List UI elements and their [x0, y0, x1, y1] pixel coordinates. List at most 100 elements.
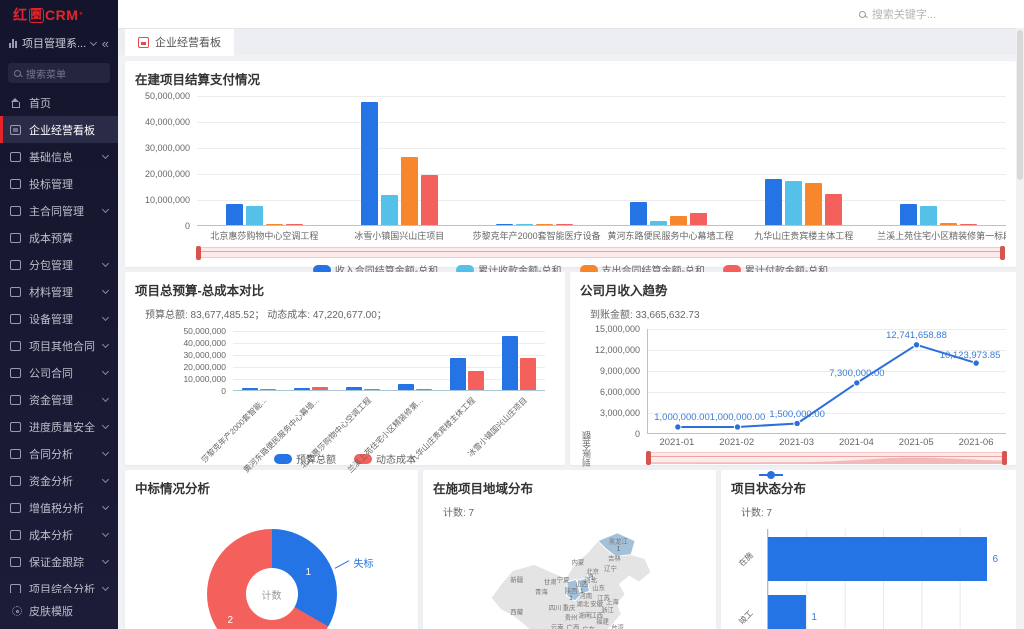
- bar[interactable]: [420, 175, 438, 225]
- bar[interactable]: [294, 387, 310, 390]
- bar[interactable]: [690, 212, 708, 225]
- bar[interactable]: [400, 156, 418, 225]
- sidebar-item-3[interactable]: 投标管理: [0, 170, 118, 197]
- sidebar-item-skin-template[interactable]: 皮肤模版: [0, 593, 118, 629]
- bar[interactable]: [630, 201, 648, 225]
- bar[interactable]: [940, 222, 958, 225]
- category-label: 兰溪上苑住宅小区精装修第一标段: [877, 231, 1006, 241]
- sidebar-search-input[interactable]: 搜索菜单: [8, 63, 110, 83]
- bar[interactable]: [535, 224, 553, 225]
- bar[interactable]: [515, 224, 533, 225]
- sidebar-item-10[interactable]: 公司合同: [0, 359, 118, 386]
- bar[interactable]: [364, 389, 380, 390]
- sidebar-item-14[interactable]: 资金分析: [0, 467, 118, 494]
- bar[interactable]: [468, 370, 484, 390]
- legend-item[interactable]: 支出合同结算金额-总和: [579, 262, 705, 277]
- chart-title: 公司月收入趋势: [580, 284, 668, 298]
- bar[interactable]: [650, 221, 668, 225]
- bar[interactable]: [265, 223, 283, 225]
- bar[interactable]: [285, 224, 303, 225]
- legend-label: 支出合同结算金额-总和: [602, 262, 705, 277]
- data-point[interactable]: [972, 359, 980, 367]
- bid-analysis-donut: 计数12失标中标: [135, 503, 408, 629]
- data-point[interactable]: [793, 419, 801, 428]
- bar[interactable]: [380, 195, 398, 225]
- datazoom-slider[interactable]: [646, 451, 1007, 465]
- bar[interactable]: [398, 384, 414, 390]
- sidebar-item-6[interactable]: 分包管理: [0, 251, 118, 278]
- bar[interactable]: [450, 357, 466, 390]
- bar[interactable]: [900, 204, 918, 225]
- collapse-sidebar-icon[interactable]: «: [101, 35, 109, 51]
- scrollbar-thumb[interactable]: [1017, 30, 1023, 180]
- legend-item[interactable]: 动态成本: [354, 451, 416, 466]
- sidebar-item-2[interactable]: 基础信息: [0, 143, 118, 170]
- bar[interactable]: [242, 388, 258, 390]
- folder-icon: [10, 529, 21, 540]
- data-point[interactable]: [733, 423, 742, 431]
- bar[interactable]: [765, 179, 783, 225]
- bar[interactable]: [670, 215, 688, 225]
- sidebar-item-15[interactable]: 增值税分析: [0, 494, 118, 521]
- sidebar-item-0[interactable]: 首页: [0, 89, 118, 116]
- legend-item[interactable]: 预算总额: [274, 451, 336, 466]
- tab-dashboard[interactable]: 企业经营看板: [125, 28, 234, 56]
- bar[interactable]: [260, 389, 276, 390]
- data-point[interactable]: [912, 341, 921, 349]
- legend-item[interactable]: 累计收款金额-总和: [456, 262, 562, 277]
- sidebar-item-8[interactable]: 设备管理: [0, 305, 118, 332]
- bar[interactable]: [805, 182, 823, 225]
- sidebar-item-18[interactable]: 项目综合分析: [0, 575, 118, 593]
- datazoom-slider[interactable]: [196, 246, 1005, 260]
- sidebar-item-12[interactable]: 进度质量安全: [0, 413, 118, 440]
- bar[interactable]: [825, 193, 843, 225]
- bar[interactable]: [785, 180, 803, 225]
- workspace-switcher[interactable]: 项目管理系... «: [0, 30, 118, 56]
- bar[interactable]: [920, 205, 938, 225]
- data-point[interactable]: [853, 379, 861, 387]
- sidebar-item-7[interactable]: 材料管理: [0, 278, 118, 305]
- legend-label: 累计付款金额-总和: [745, 262, 828, 277]
- datazoom-handle-left[interactable]: [196, 246, 201, 260]
- sidebar-item-4[interactable]: 主合同管理: [0, 197, 118, 224]
- province-value: 1: [616, 546, 620, 553]
- sidebar-item-13[interactable]: 合同分析: [0, 440, 118, 467]
- donut-chart[interactable]: [206, 529, 337, 629]
- datazoom-handle-left[interactable]: [646, 451, 651, 465]
- sidebar-item-17[interactable]: 保证金跟踪: [0, 548, 118, 575]
- sidebar-item-5[interactable]: 成本预算: [0, 224, 118, 251]
- bar[interactable]: [555, 224, 573, 225]
- monthly-income-chart: 到账金额 15,000,000 12,000,000 9,000,000 6,000,0…: [580, 324, 1007, 482]
- bar-group: [736, 96, 871, 225]
- sidebar-item-16[interactable]: 成本分析: [0, 521, 118, 548]
- data-point[interactable]: [674, 423, 682, 431]
- bar[interactable]: [960, 224, 978, 225]
- bar[interactable]: [502, 336, 518, 390]
- bar[interactable]: [495, 224, 513, 225]
- sidebar-item-label: 投标管理: [29, 178, 73, 191]
- sidebar-item-1[interactable]: 企业经营看板: [0, 116, 118, 143]
- dashboard-tab-icon: [138, 36, 149, 48]
- bar[interactable]: [346, 386, 362, 390]
- bar[interactable]: [245, 205, 263, 225]
- bar[interactable]: [416, 388, 432, 390]
- datazoom-handle-right[interactable]: [1000, 246, 1005, 260]
- global-search-input[interactable]: 搜索关键字...: [871, 9, 936, 21]
- legend-item[interactable]: 累计付款金额-总和: [722, 262, 828, 277]
- province-label: 甘肃: [543, 577, 556, 586]
- province-value: 1: [590, 575, 594, 582]
- bar[interactable]: [360, 101, 378, 225]
- datazoom-handle-right[interactable]: [1002, 451, 1007, 465]
- bar[interactable]: [768, 537, 988, 581]
- sidebar-item-11[interactable]: 资金管理: [0, 386, 118, 413]
- bar[interactable]: [225, 204, 243, 225]
- x-axis-labels: 2021-01 2021-02 2021-03 2021-04 2021-05 2021-…: [647, 437, 1006, 448]
- bar[interactable]: [768, 595, 807, 629]
- folder-icon: [10, 286, 21, 297]
- page-scrollbar[interactable]: [1016, 28, 1024, 629]
- bar[interactable]: [312, 386, 328, 390]
- sidebar-item-9[interactable]: 项目其他合同: [0, 332, 118, 359]
- legend-item[interactable]: 收入合同结算金额-总和: [312, 262, 438, 277]
- bar[interactable]: [520, 358, 536, 390]
